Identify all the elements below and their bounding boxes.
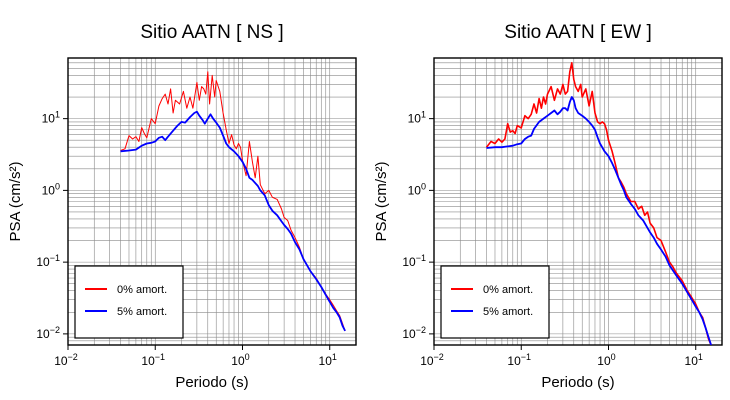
legend-label: 0% amort. [483,284,533,296]
x-tick-base: 10 [141,354,155,368]
x-tick-exp: −2 [68,352,78,362]
y-axis-label: PSA (cm/s²) [373,161,390,241]
x-axis-label: Periodo (s) [175,374,248,391]
x-tick-exp: −1 [155,352,165,362]
x-tick-base: 10 [231,354,245,368]
x-tick-base: 10 [54,354,68,368]
y-tick-label: 100 [42,181,60,197]
chart-title: Sitio AATN [ EW ] [504,22,651,43]
x-tick-exp: −1 [521,352,531,362]
y-tick-base: 10 [402,327,416,341]
y-tick-base: 10 [36,255,50,269]
x-tick-exp: 1 [332,352,337,362]
axis-frame [433,57,723,346]
y-tick-label: 101 [42,110,60,126]
y-tick-label: 10−1 [36,253,60,269]
x-tick-label: 10−2 [54,352,78,368]
y-tick-exp: −1 [416,253,426,263]
y-tick-exp: 0 [55,181,60,191]
y-tick-label: 101 [408,110,426,126]
legend-label: 5% amort. [483,306,533,318]
legend-box [440,265,550,339]
legend-label: 5% amort. [117,306,167,318]
y-tick-exp: −2 [416,325,426,335]
x-tick-base: 10 [597,354,611,368]
series-line-undamped [485,62,712,345]
x-tick-label: 10−1 [507,352,531,368]
x-tick-base: 10 [319,354,333,368]
x-tick-label: 101 [685,352,703,368]
x-tick-label: 101 [319,352,337,368]
y-tick-exp: −1 [50,253,60,263]
x-tick-base: 10 [685,354,699,368]
legend: 0% amort. 5% amort. [74,265,184,339]
y-tick-label: 10−2 [402,325,426,341]
y-tick-base: 10 [408,183,422,197]
legend: 0% amort. 5% amort. [440,265,550,339]
series-group [485,62,712,345]
x-tick-exp: −2 [434,352,444,362]
legend-label: 0% amort. [117,284,167,296]
y-tick-exp: −2 [50,325,60,335]
series-line-undamped [120,71,346,332]
y-tick-exp: 1 [55,110,60,120]
y-tick-base: 10 [402,255,416,269]
x-tick-base: 10 [420,354,434,368]
y-tick-label: 10−1 [402,253,426,269]
y-tick-base: 10 [42,183,56,197]
y-axis-label: PSA (cm/s²) [7,161,24,241]
x-tick-exp: 0 [245,352,250,362]
x-tick-base: 10 [507,354,521,368]
y-tick-exp: 1 [421,110,426,120]
series-group [120,71,346,332]
x-axis-label: Periodo (s) [541,374,614,391]
y-tick-label: 10−2 [36,325,60,341]
x-tick-label: 100 [231,352,249,368]
series-line-damped [120,110,346,332]
x-tick-exp: 1 [698,352,703,362]
x-tick-label: 100 [597,352,615,368]
y-tick-exp: 0 [421,181,426,191]
axis-frame [67,57,357,346]
series-line-damped [486,96,712,345]
legend-box [74,265,184,339]
chart-title: Sitio AATN [ NS ] [140,22,283,43]
x-tick-label: 10−1 [141,352,165,368]
x-tick-exp: 0 [611,352,616,362]
y-tick-base: 10 [36,327,50,341]
y-tick-base: 10 [42,112,56,126]
y-tick-label: 100 [408,181,426,197]
y-tick-base: 10 [408,112,422,126]
x-tick-label: 10−2 [420,352,444,368]
